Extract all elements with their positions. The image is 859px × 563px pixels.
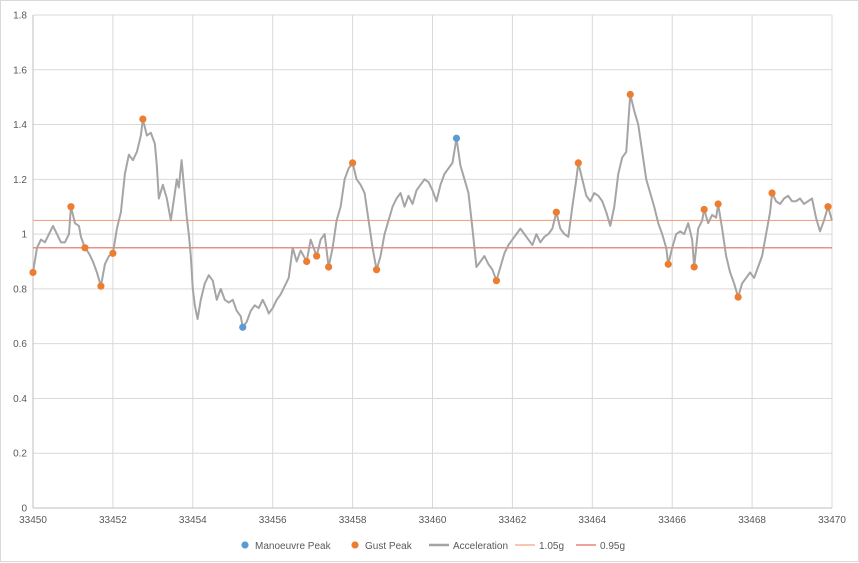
y-tick-label: 1 xyxy=(21,230,27,241)
gust-peak-marker xyxy=(349,159,357,167)
acceleration-line-group xyxy=(32,93,833,329)
y-tick-label: 0.8 xyxy=(13,284,27,295)
gust-peak-marker xyxy=(109,249,117,257)
y-tick-label: 0.4 xyxy=(13,394,27,405)
x-tick-label: 33458 xyxy=(339,515,367,526)
gust-peak-marker xyxy=(664,260,672,268)
gust-peak-marker xyxy=(700,205,708,214)
gust-peak-marker xyxy=(29,268,37,277)
y-tick-label: 1.4 xyxy=(13,120,27,131)
x-tick-label: 33470 xyxy=(818,515,846,526)
y-tick-label: 0 xyxy=(21,504,27,515)
legend: Manoeuvre Peak Gust Peak Acceleration 1.05g… xyxy=(241,541,625,552)
x-tick-label: 33464 xyxy=(578,515,606,526)
gust-peak-marker xyxy=(325,263,333,271)
x-tick-label: 33456 xyxy=(259,515,287,526)
manoeuvre-peak-marker xyxy=(239,323,247,331)
x-tick-label: 33468 xyxy=(738,515,766,526)
gust-peak-marker xyxy=(81,244,89,252)
y-tick-label: 0.2 xyxy=(13,449,27,460)
legend-swatch-manoeuvre-peak xyxy=(241,541,249,549)
acceleration-line xyxy=(32,93,833,329)
x-tick-label: 33462 xyxy=(498,515,526,526)
gust-peak-marker xyxy=(626,90,634,99)
legend-label-1-05g: 1.05g xyxy=(539,541,564,552)
gust-peak-marker xyxy=(139,115,147,123)
x-tick-label: 33452 xyxy=(99,515,127,526)
gridlines xyxy=(33,14,833,508)
gust-peak-marker xyxy=(97,282,105,290)
x-tick-label: 33454 xyxy=(179,515,207,526)
x-tick-label: 33450 xyxy=(19,515,47,526)
gust-peak-marker xyxy=(313,252,321,260)
gust-peak-marker xyxy=(690,263,698,271)
y-tick-label: 0.6 xyxy=(13,339,27,350)
gust-peak-marker xyxy=(574,159,582,167)
gust-peak-marker xyxy=(552,208,560,216)
y-tick-label: 1.6 xyxy=(13,65,27,76)
gust-peak-marker xyxy=(768,189,776,197)
gust-peak-marker xyxy=(67,203,75,211)
gust-peak-marker xyxy=(824,203,832,211)
legend-swatch-gust-peak xyxy=(351,541,359,549)
manoeuvre-peak-marker xyxy=(452,134,461,142)
gust-peak-marker xyxy=(492,277,501,285)
legend-label-acceleration: Acceleration xyxy=(453,541,508,552)
x-tick-label: 33460 xyxy=(419,515,447,526)
x-tick-label: 33466 xyxy=(658,515,686,526)
gust-peak-marker xyxy=(372,266,381,274)
legend-label-gust-peak: Gust Peak xyxy=(365,541,413,552)
gust-peak-marker xyxy=(714,200,722,208)
legend-label-manoeuvre-peak: Manoeuvre Peak xyxy=(255,541,332,552)
y-tick-label: 1.8 xyxy=(13,11,27,22)
peak-markers xyxy=(29,90,832,331)
axes: 0 0.2 0.4 0.6 0.8 1 1.2 1.4 1.6 1.8 33450 33452 3345… xyxy=(13,11,846,527)
threshold-lines xyxy=(33,219,832,249)
gust-peak-marker xyxy=(734,293,742,301)
gust-peak-marker xyxy=(303,257,311,266)
y-tick-label: 1.2 xyxy=(13,175,27,186)
legend-label-0-95g: 0.95g xyxy=(600,541,625,552)
